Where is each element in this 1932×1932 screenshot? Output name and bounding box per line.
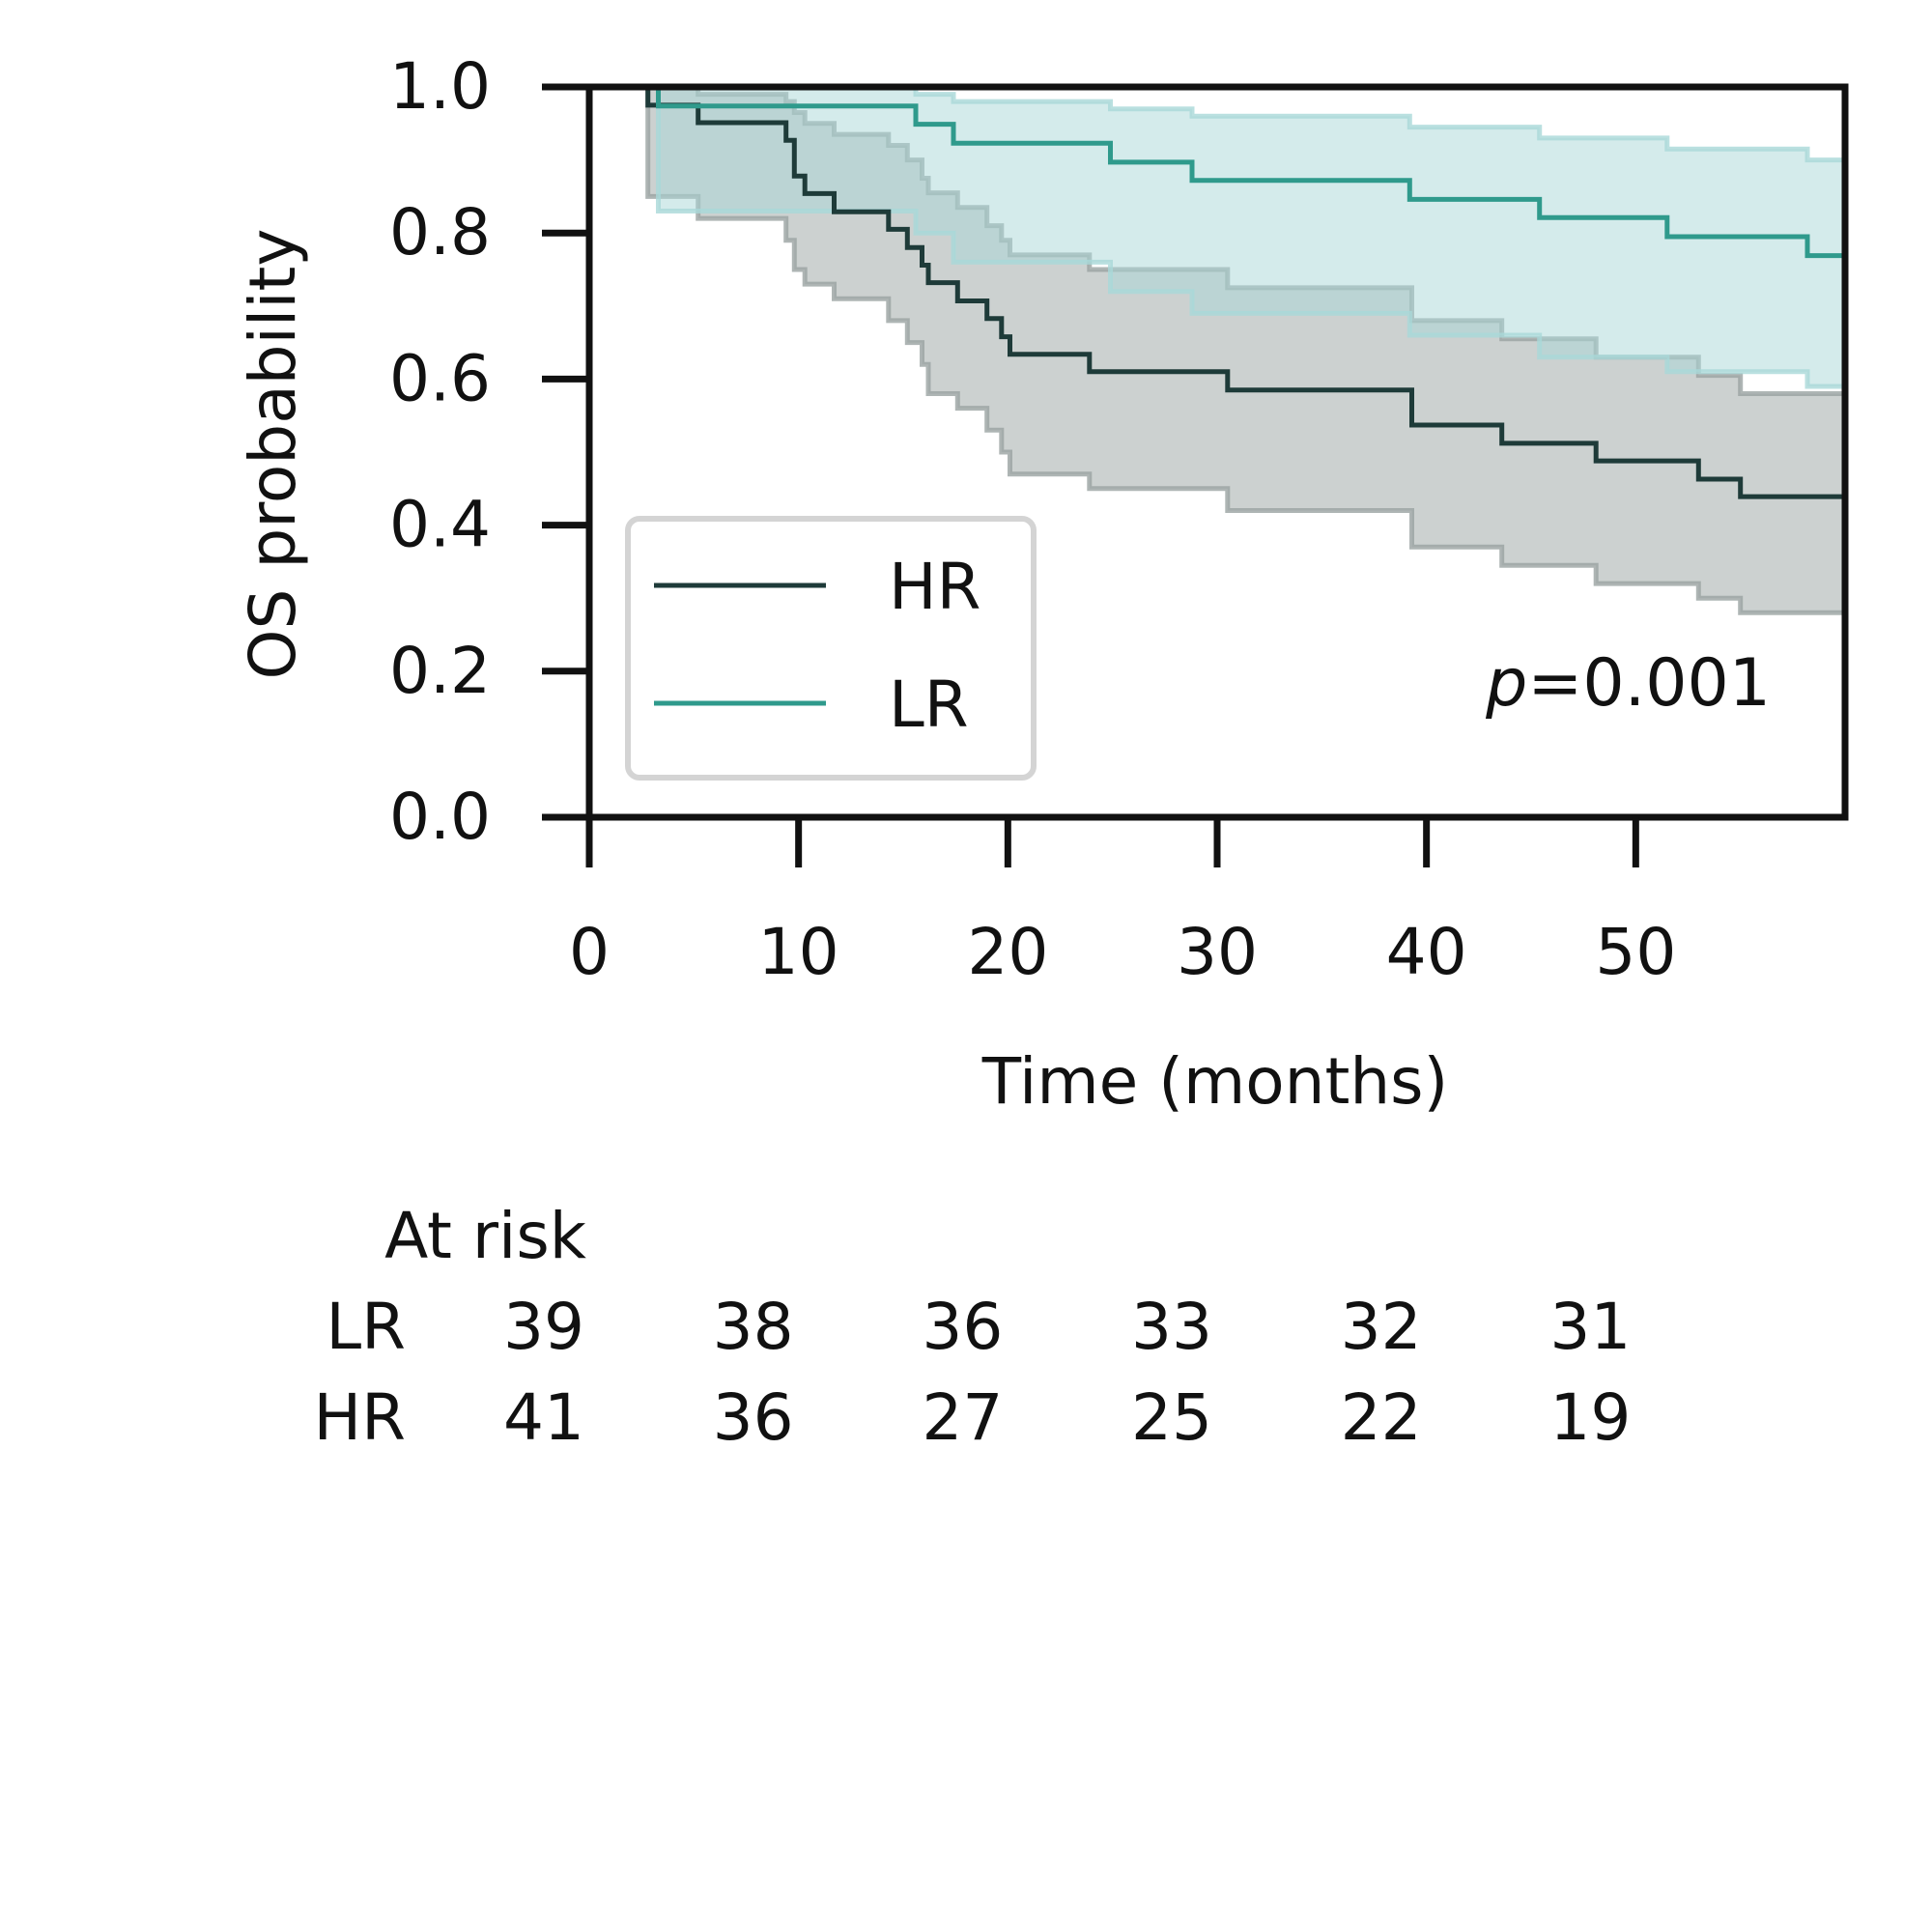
y-axis: 0.0 0.2 0.4 0.6 0.8 1.0 — [389, 49, 589, 854]
y-tick-label: 0.2 — [389, 634, 491, 708]
x-tick-label: 30 — [1177, 915, 1258, 989]
hr-survival-curve — [589, 87, 1845, 499]
at-risk-count: 38 — [713, 1290, 794, 1364]
x-tick-label: 0 — [569, 915, 610, 989]
p-value: =0.001 — [1527, 645, 1771, 722]
plot-area — [589, 87, 1845, 615]
hr-ci-lower — [589, 87, 1845, 615]
legend-lr-label: LR — [889, 668, 969, 742]
at-risk-count: 19 — [1549, 1380, 1631, 1455]
lr-ci-band — [589, 87, 1845, 386]
at-risk-row-label: HR — [314, 1380, 407, 1455]
y-tick-label: 0.6 — [389, 341, 491, 415]
y-tick-label: 0.0 — [389, 780, 491, 854]
at-risk-count: 33 — [1131, 1290, 1212, 1364]
y-tick-label: 1.0 — [389, 49, 491, 124]
at-risk-row-label: LR — [326, 1290, 406, 1364]
at-risk-table: At risk LR 39 38 36 33 32 31 HR 41 36 27 25 22 19 — [314, 1199, 1632, 1455]
y-tick-label: 0.4 — [389, 488, 491, 562]
p-italic: p — [1485, 645, 1527, 722]
x-tick-label: 50 — [1595, 915, 1676, 989]
at-risk-count: 22 — [1341, 1380, 1422, 1455]
at-risk-count: 39 — [503, 1290, 584, 1364]
at-risk-count: 41 — [503, 1380, 584, 1455]
y-tick-label: 0.8 — [389, 195, 491, 270]
at-risk-count: 25 — [1131, 1380, 1212, 1455]
y-axis-label: OS probability — [236, 229, 310, 680]
lr-ci-upper — [589, 87, 1845, 163]
x-tick-label: 20 — [967, 915, 1048, 989]
p-value-annotation: p=0.001 — [1485, 645, 1771, 722]
x-tick-label: 40 — [1386, 915, 1467, 989]
hr-ci-band — [589, 87, 1845, 613]
x-axis-label: Time (months) — [981, 1044, 1449, 1119]
confidence-bands — [589, 87, 1845, 615]
x-axis: 0 10 20 30 40 50 — [569, 817, 1676, 989]
lr-survival-curve — [589, 87, 1845, 259]
lr-ci-lower — [589, 87, 1845, 389]
legend: HR LR — [625, 516, 1037, 781]
at-risk-count: 36 — [713, 1380, 794, 1455]
at-risk-title: At risk — [384, 1199, 587, 1273]
at-risk-count: 32 — [1341, 1290, 1422, 1364]
at-risk-count: 27 — [922, 1380, 1003, 1455]
survival-curves — [589, 87, 1845, 499]
legend-hr-label: HR — [889, 550, 981, 624]
at-risk-count: 31 — [1549, 1290, 1631, 1364]
x-tick-label: 10 — [758, 915, 839, 989]
at-risk-count: 36 — [922, 1290, 1003, 1364]
